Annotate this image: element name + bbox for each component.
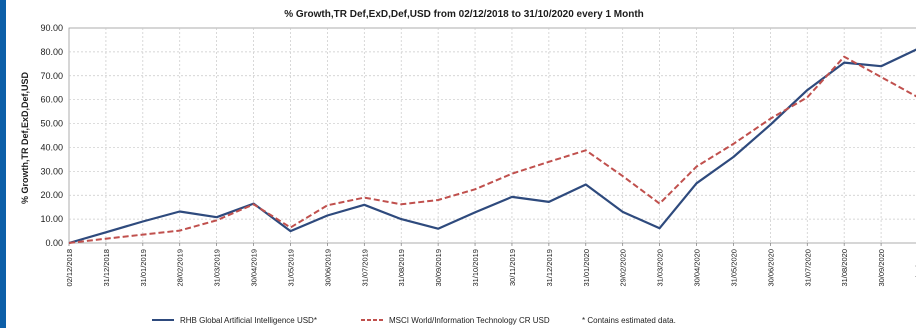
y-axis-ticks: 0.00 10.00 20.00 30.00 40.00 50.00 60.00 70.00 8… (40, 23, 63, 248)
x-tick-label: 30/11/2019 (508, 249, 517, 286)
x-tick-label: 31/12/2019 (545, 249, 554, 287)
x-tick-label: 30/06/2020 (766, 249, 775, 287)
grid-lines (68, 28, 916, 246)
x-tick-label: 28/02/2019 (176, 249, 185, 287)
series-lines (68, 48, 916, 245)
series-line-2 (68, 55, 916, 244)
y-axis-label: % Growth,TR Def,ExD,Def,USD (20, 71, 30, 204)
y-tick-label: 90.00 (40, 23, 63, 33)
line-chart: % Growth,TR Def,ExD,Def,USD from 02/12/2… (20, 9, 916, 325)
legend: RHB Global Artificial Intelligence USD* M… (152, 316, 676, 325)
x-tick-label: 29/02/2020 (619, 249, 628, 287)
y-tick-label: 60.00 (40, 95, 63, 105)
y-tick-label: 20.00 (40, 190, 63, 200)
y-tick-label: 50.00 (40, 119, 63, 129)
y-tick-label: 70.00 (40, 71, 63, 81)
x-tick-label: 31/05/2020 (729, 249, 738, 287)
x-tick-label: 30/04/2019 (250, 249, 259, 287)
x-tick-label: 31/08/2019 (397, 249, 406, 287)
y-tick-label: 10.00 (40, 214, 63, 224)
x-tick-label: 31/08/2020 (840, 249, 849, 287)
x-tick-label: 30/09/2019 (434, 249, 443, 287)
x-tick-label: 30/09/2020 (877, 249, 886, 287)
plot-area (68, 27, 916, 244)
legend-footnote: * Contains estimated data. (582, 316, 676, 325)
x-tick-label: 31/01/2020 (582, 249, 591, 287)
chart-title: % Growth,TR Def,ExD,Def,USD from 02/12/2… (284, 9, 644, 20)
x-tick-label: 31/10/2019 (471, 249, 480, 287)
x-tick-label: 02/12/2018 (65, 249, 74, 287)
y-tick-label: 0.00 (45, 238, 63, 248)
series-line-1 (68, 48, 916, 245)
x-axis-ticks: 02/12/2018 31/12/2018 31/01/2019 28/02/2019… (65, 249, 916, 287)
y-tick-label: 30.00 (40, 166, 63, 176)
x-tick-label: 31/12/2018 (102, 249, 111, 287)
legend-label-2: MSCI World/Information Technology CR USD (389, 316, 550, 325)
x-tick-label: 31/03/2019 (213, 249, 222, 287)
x-tick-label: 31/07/2019 (360, 249, 369, 287)
x-tick-label: 31/05/2019 (286, 249, 295, 287)
x-tick-label: 31/10/2020 (914, 249, 916, 287)
x-tick-label: 31/07/2020 (803, 249, 812, 287)
legend-label-1: RHB Global Artificial Intelligence USD* (180, 316, 317, 325)
x-tick-label: 31/01/2019 (139, 249, 148, 287)
x-tick-label: 30/04/2020 (693, 249, 702, 287)
x-tick-label: 31/03/2020 (656, 249, 665, 287)
y-tick-label: 40.00 (40, 142, 63, 152)
x-tick-label: 30/06/2019 (323, 249, 332, 287)
y-tick-label: 80.00 (40, 47, 63, 57)
